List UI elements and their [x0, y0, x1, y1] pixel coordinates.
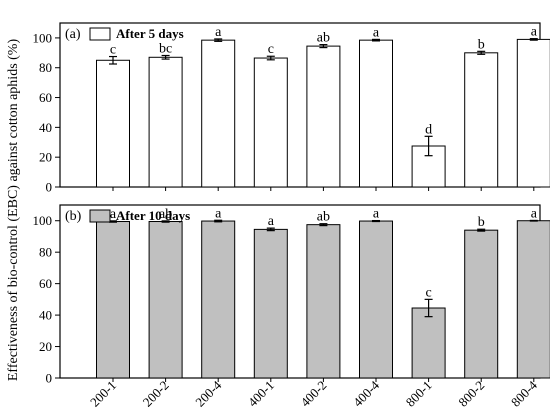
bar [411, 307, 446, 379]
significance-letter: a [531, 25, 538, 40]
bar [148, 221, 183, 379]
x-tick-label: 800-4 [508, 377, 540, 409]
legend-label: After 5 days [116, 26, 184, 41]
legend-swatch [89, 27, 111, 41]
x-tick-label: 200-2 [140, 378, 172, 410]
bar [306, 45, 341, 188]
bar [201, 220, 236, 379]
significance-letter: a [373, 207, 380, 222]
significance-letter: b [478, 215, 485, 230]
bar [253, 57, 288, 188]
y-tick-label: 20 [39, 339, 52, 354]
bar [201, 39, 236, 188]
bar [148, 56, 183, 188]
bar [96, 59, 130, 188]
y-tick-label: 80 [39, 245, 52, 260]
y-tick-label: 80 [39, 60, 52, 75]
significance-letter: c [425, 285, 431, 300]
y-tick-label: 60 [39, 90, 52, 105]
significance-letter: a [268, 214, 275, 229]
x-tick-label: 400-2 [297, 378, 329, 410]
y-axis-label: Effectiveness of bio-control (EBC) again… [6, 39, 21, 382]
panel-label: (b) [65, 209, 82, 224]
bar [359, 39, 393, 188]
bar [516, 38, 550, 188]
bar [464, 52, 499, 188]
panel-label: (a) [65, 27, 81, 42]
significance-letter: a [373, 25, 380, 40]
legend-label: After 10 days [116, 208, 190, 223]
significance-letter: ab [159, 207, 172, 222]
significance-letter: c [110, 43, 116, 58]
bar [464, 229, 499, 379]
significance-letter: a [215, 25, 222, 40]
significance-letter: a [110, 207, 117, 222]
y-tick-label: 100 [33, 30, 53, 45]
legend-swatch [89, 209, 111, 223]
x-tick-label: 800-1 [403, 378, 435, 410]
bar [306, 224, 341, 379]
x-tick-label: 400-4 [350, 377, 382, 409]
y-tick-label: 100 [33, 213, 53, 228]
y-tick-label: 20 [39, 150, 52, 165]
significance-letter: ab [317, 31, 330, 46]
panel-b: 0 20 40 60 80 100 a ab a a ab a c b a (b) After 10 days [33, 204, 550, 386]
significance-letter: b [478, 37, 485, 52]
significance-letter: ab [317, 210, 330, 225]
y-tick-label: 0 [46, 371, 53, 386]
bar [253, 228, 288, 379]
bar [359, 220, 393, 379]
bar [96, 221, 130, 379]
significance-letter: c [268, 42, 274, 57]
y-tick-label: 40 [39, 308, 52, 323]
y-tick-label: 60 [39, 276, 52, 291]
panel-a: 0 20 40 60 80 100 c bc a c ab a d b a (a) After 5 days [33, 22, 550, 195]
y-tick-label: 40 [39, 120, 52, 135]
significance-letter: a [531, 206, 538, 221]
x-tick-label: 200-1 [87, 378, 119, 410]
significance-letter: a [215, 206, 222, 221]
x-tick-label: 400-1 [245, 378, 277, 410]
bar [516, 220, 550, 379]
x-tick-label: 800-2 [455, 378, 487, 410]
x-tick-label: 200-4 [192, 377, 224, 409]
y-tick-label: 0 [46, 180, 53, 195]
significance-letter: d [425, 122, 432, 137]
significance-letter: bc [159, 42, 172, 57]
